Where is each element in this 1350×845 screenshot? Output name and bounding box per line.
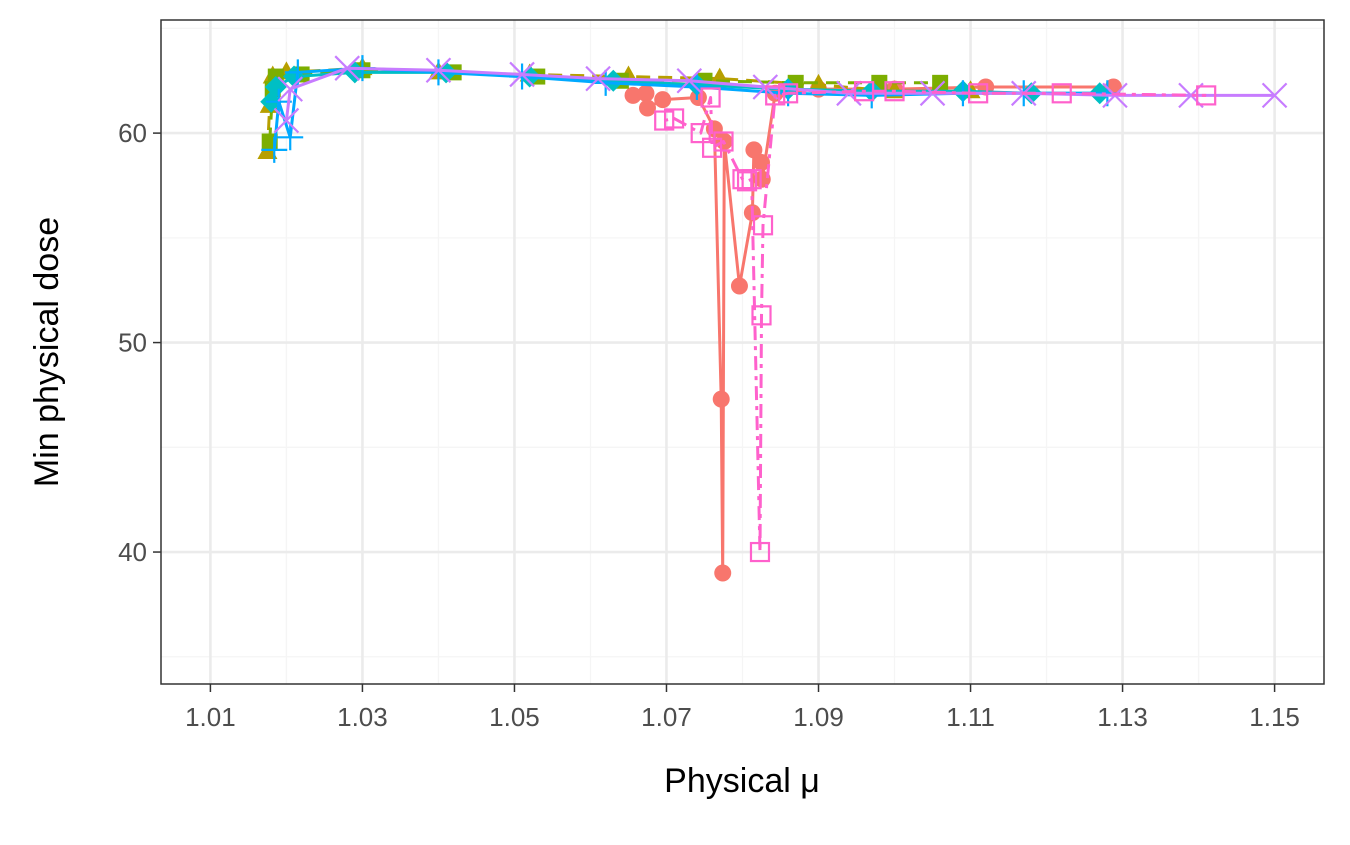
x-tick-label: 1.15 xyxy=(1249,702,1300,732)
data-point-cross xyxy=(425,57,452,84)
series-1 xyxy=(624,78,1122,582)
data-point-open-square xyxy=(968,83,989,104)
data-point-circle xyxy=(637,84,655,102)
y-tick-label: 40 xyxy=(118,537,147,567)
data-point-triangle xyxy=(808,73,829,92)
y-axis-title: Min physical dose xyxy=(28,217,66,487)
series-line xyxy=(663,89,1207,554)
data-point-open-square xyxy=(736,171,758,192)
data-series xyxy=(257,55,1288,582)
data-point-circle xyxy=(753,153,771,171)
y-tick-label: 60 xyxy=(118,118,147,148)
data-point-square xyxy=(932,74,949,91)
data-point-open-square xyxy=(751,305,772,326)
data-point-plus xyxy=(858,82,885,109)
data-point-plus xyxy=(592,69,619,96)
y-tick-label: 50 xyxy=(118,328,147,358)
plot-panel-border xyxy=(160,19,1325,685)
data-point-plus xyxy=(509,63,536,90)
data-point-circle xyxy=(638,99,656,117)
data-point-circle xyxy=(745,141,763,159)
data-point-open-square xyxy=(749,541,771,563)
data-point-open-square xyxy=(1196,85,1217,106)
data-point-cross xyxy=(585,65,611,92)
series-line xyxy=(284,66,1275,121)
data-point-plus xyxy=(277,124,304,151)
data-point-open-square xyxy=(701,137,723,158)
x-axis-title: Physical μ xyxy=(664,762,820,800)
series-line xyxy=(268,68,941,142)
data-point-circle xyxy=(714,564,732,582)
data-point-circle xyxy=(730,277,748,295)
data-point-open-square xyxy=(854,81,875,102)
data-point-plus xyxy=(261,136,288,163)
data-point-plus xyxy=(425,59,452,86)
data-point-open-square xyxy=(752,215,774,236)
data-point-open-square xyxy=(713,131,734,152)
axes: 1.01 1.03 1.05 1.07 1.09 1.11 1.13 1.15 40 50 60 xyxy=(118,118,1300,732)
data-point-open-square xyxy=(700,87,721,108)
data-point-cross xyxy=(277,76,303,102)
data-point-circle xyxy=(712,390,730,408)
data-point-cross xyxy=(676,67,703,94)
x-tick-label: 1.13 xyxy=(1097,702,1148,732)
x-tick-label: 1.01 xyxy=(185,702,236,732)
series-7 xyxy=(654,81,1217,563)
data-point-circle xyxy=(624,86,642,104)
data-point-open-square xyxy=(663,108,685,129)
data-point-open-square xyxy=(765,85,786,106)
x-tick-label: 1.09 xyxy=(793,702,844,732)
grid-lines xyxy=(161,20,1324,684)
data-point-cross xyxy=(273,107,300,134)
data-point-cross xyxy=(1261,82,1288,109)
x-tick-label: 1.05 xyxy=(489,702,540,732)
data-point-cross xyxy=(509,61,535,88)
data-point-diamond xyxy=(343,61,366,84)
data-point-diamond xyxy=(602,69,625,92)
data-point-open-square xyxy=(741,169,762,190)
data-point-open-square xyxy=(1051,83,1072,104)
x-tick-label: 1.03 xyxy=(337,702,388,732)
x-tick-label: 1.11 xyxy=(946,702,995,732)
data-point-open-square xyxy=(778,83,799,104)
data-point-circle xyxy=(654,91,672,109)
data-point-cross xyxy=(334,55,361,81)
data-point-open-square xyxy=(884,81,905,102)
x-tick-label: 1.07 xyxy=(641,702,692,732)
data-point-open-square xyxy=(690,123,711,144)
